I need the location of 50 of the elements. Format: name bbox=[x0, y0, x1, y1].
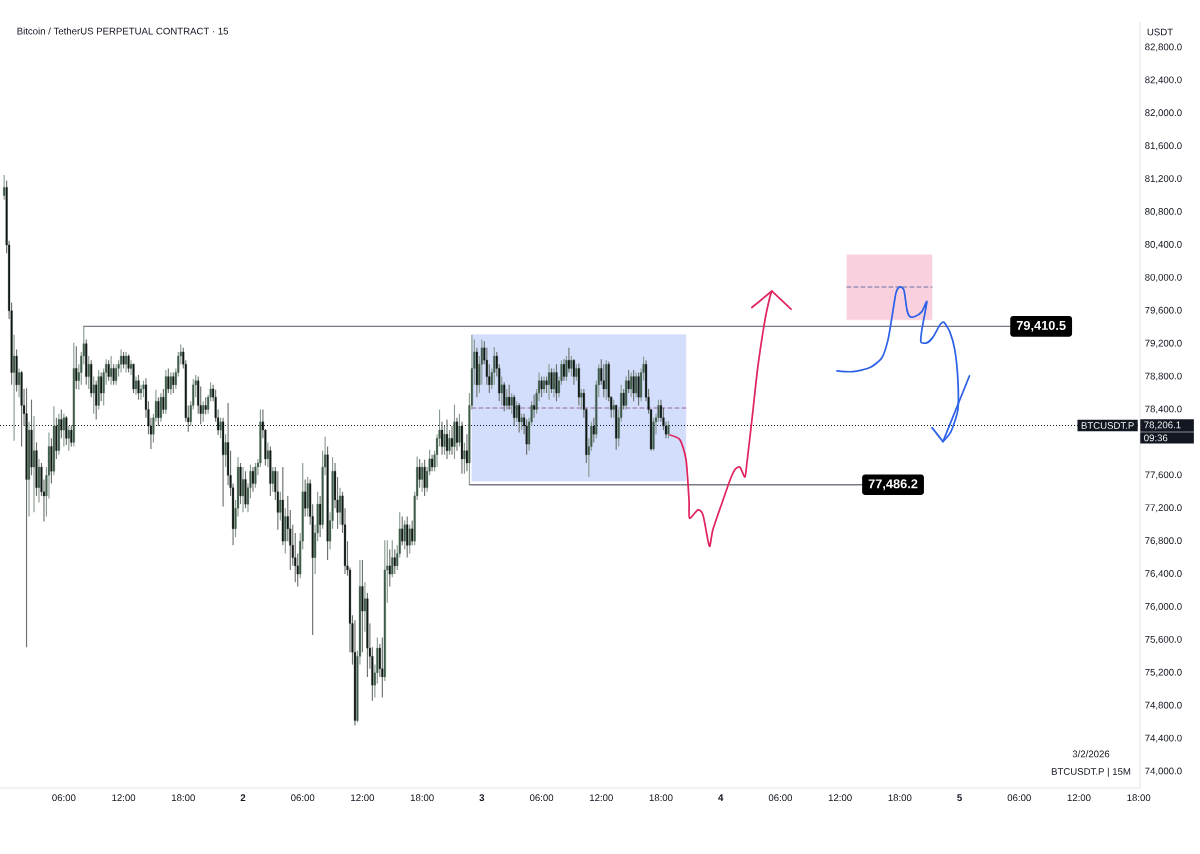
y-tick-label: 78,800.0 bbox=[1145, 372, 1182, 381]
y-tick-label: 74,000.0 bbox=[1145, 767, 1182, 776]
annotation: 3/2/2026 bbox=[1072, 750, 1110, 758]
text: 09:36 bbox=[1144, 434, 1168, 442]
y-tick-label: 78,400.0 bbox=[1145, 405, 1182, 414]
x-tick-label: 12:00 bbox=[828, 794, 852, 802]
y-tick-label: 79,600.0 bbox=[1145, 306, 1182, 315]
x-tick-label: 12:00 bbox=[1067, 794, 1091, 802]
y-tick-label: 82,400.0 bbox=[1145, 76, 1182, 85]
x-tick-label: 2 bbox=[240, 794, 246, 802]
data-label: 77,486.2 bbox=[868, 479, 918, 491]
annotation: BTCUSDT.P | 15M bbox=[1051, 767, 1131, 777]
y-tick-label: 82,800.0 bbox=[1145, 43, 1182, 52]
y-tick-label: 74,400.0 bbox=[1145, 734, 1182, 743]
y-axis-title: USDT bbox=[1147, 28, 1173, 36]
y-tick-label: 76,000.0 bbox=[1145, 603, 1182, 611]
y-tick-label: 80,000.0 bbox=[1145, 273, 1182, 282]
x-tick-label: 12:00 bbox=[351, 794, 375, 802]
y-tick-label: 75,200.0 bbox=[1145, 668, 1182, 677]
y-tick-label: 80,800.0 bbox=[1145, 208, 1182, 217]
y-tick-label: 79,200.0 bbox=[1145, 339, 1182, 348]
x-tick-label: 4 bbox=[718, 794, 724, 801]
x-tick-label: 12:00 bbox=[589, 794, 613, 802]
x-tick-label: 18:00 bbox=[172, 794, 195, 802]
x-tick-label: 18:00 bbox=[1127, 794, 1151, 802]
x-tick-label: 3 bbox=[479, 794, 485, 802]
y-tick-label: 77,200.0 bbox=[1145, 504, 1182, 513]
data-label: 79,410.5 bbox=[1016, 320, 1066, 332]
x-tick-label: 06:00 bbox=[529, 794, 554, 802]
x-tick-label: 06:00 bbox=[768, 794, 793, 802]
annotation: BTCUSDT.P bbox=[1081, 422, 1134, 429]
y-tick-label: 76,400.0 bbox=[1145, 570, 1182, 579]
y-tick-label: 74,800.0 bbox=[1145, 701, 1182, 710]
y-tick-label: 81,200.0 bbox=[1145, 175, 1182, 184]
x-tick-label: 06:00 bbox=[52, 794, 76, 802]
y-tick-label: 81,600.0 bbox=[1145, 142, 1182, 151]
chart-title: Bitcoin / TetherUS PERPETUAL CONTRACT · 15 bbox=[17, 27, 229, 35]
x-tick-label: 12:00 bbox=[112, 794, 136, 802]
x-tick-label: 18:00 bbox=[888, 794, 912, 802]
x-tick-label: 18:00 bbox=[649, 794, 673, 802]
x-tick-label: 18:00 bbox=[410, 794, 434, 802]
ref-line-label: 78,206.1 bbox=[1144, 421, 1181, 430]
y-tick-label: 82,000.0 bbox=[1145, 109, 1182, 118]
y-tick-label: 76,800.0 bbox=[1145, 537, 1182, 546]
x-tick-label: 06:00 bbox=[291, 794, 315, 802]
y-tick-label: 75,600.0 bbox=[1145, 635, 1182, 644]
x-tick-label: 5 bbox=[957, 794, 962, 801]
x-tick-label: 06:00 bbox=[1007, 794, 1031, 802]
y-tick-label: 77,600.0 bbox=[1145, 471, 1182, 480]
y-tick-label: 80,400.0 bbox=[1145, 241, 1182, 249]
